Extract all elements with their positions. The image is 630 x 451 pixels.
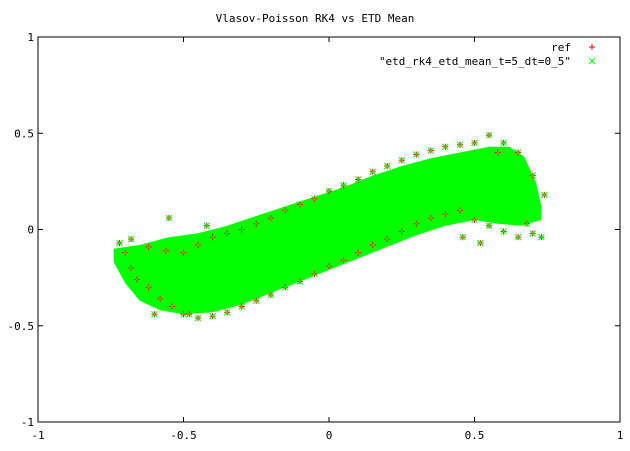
etd-point [427, 147, 435, 154]
etd-point [156, 295, 164, 303]
etd-point [194, 314, 202, 322]
etd-point [238, 226, 246, 233]
etd-point [529, 172, 537, 179]
x-tick-label: 1 [617, 429, 624, 442]
etd-point [471, 216, 478, 224]
x-tick-label: 0.5 [465, 429, 485, 442]
y-tick-label: -0.5 [8, 320, 35, 333]
etd-point [311, 270, 318, 278]
legend-marker-ref [589, 44, 595, 50]
etd-point [252, 297, 260, 305]
dense-data-band [113, 146, 542, 315]
etd-point [427, 214, 435, 222]
etd-point [398, 228, 406, 235]
etd-point [223, 308, 231, 316]
etd-point [523, 220, 531, 228]
data-points [116, 131, 548, 322]
etd-point [127, 235, 135, 243]
etd-point [471, 139, 478, 147]
etd-point [162, 247, 170, 255]
etd-point [116, 239, 123, 247]
etd-point [325, 262, 333, 270]
etd-point [281, 283, 289, 291]
etd-point [538, 233, 545, 241]
etd-point [459, 233, 467, 241]
etd-point [281, 206, 289, 214]
etd-point [223, 229, 231, 237]
y-tick-label: 0.5 [14, 127, 34, 140]
legend-label-etd: "etd_rk4_etd_mean_t=5_dt=0_5" [379, 55, 571, 68]
etd-point [168, 303, 176, 310]
etd-point [500, 139, 507, 147]
legend: ref "etd_rk4_etd_mean_t=5_dt=0_5" [379, 41, 596, 68]
etd-point [252, 220, 260, 228]
etd-point [133, 276, 141, 283]
x-tick-label: -1 [31, 429, 44, 442]
etd-point [485, 131, 493, 139]
etd-point [165, 214, 173, 222]
etd-point [180, 310, 187, 318]
etd-point [203, 222, 211, 230]
etd-point [145, 283, 152, 291]
etd-point [500, 228, 507, 235]
etd-point [296, 278, 304, 285]
etd-point [383, 162, 391, 170]
legend-marker-etd-glyph [588, 57, 596, 65]
etd-point [311, 195, 318, 203]
etd-point [180, 249, 187, 256]
etd-point [267, 214, 275, 222]
etd-point [209, 233, 216, 241]
etd-point [296, 201, 304, 208]
y-tick-label: -1 [21, 416, 34, 429]
etd-point [494, 149, 502, 156]
dense-band-area [113, 146, 542, 315]
etd-point [340, 181, 347, 189]
etd-point [354, 176, 362, 183]
etd-point [398, 156, 406, 164]
etd-point [209, 312, 216, 320]
etd-point [442, 143, 449, 151]
etd-point [121, 249, 129, 256]
etd-point [514, 233, 522, 241]
etd-point [529, 229, 537, 237]
etd-point [485, 222, 493, 230]
etd-point [325, 187, 333, 195]
y-tick-label: 1 [27, 31, 34, 44]
etd-point [412, 151, 420, 158]
etd-point [267, 291, 275, 299]
etd-point [151, 310, 158, 318]
x-tick-label: 0 [326, 429, 333, 442]
etd-point [238, 303, 246, 310]
etd-point [127, 264, 135, 272]
y-tick-label: 0 [27, 224, 34, 237]
etd-point [194, 241, 202, 249]
etd-point [514, 149, 522, 156]
chart-title: Vlasov-Poisson RK4 vs ETD Mean [216, 12, 415, 25]
etd-point [185, 310, 193, 318]
etd-point [412, 220, 420, 228]
etd-point [383, 235, 391, 243]
etd-point [369, 241, 377, 249]
etd-point [476, 239, 484, 247]
etd-point [145, 243, 152, 251]
etd-point [369, 168, 377, 176]
etd-point [340, 256, 347, 264]
etd-point [540, 191, 548, 199]
etd-point [442, 210, 449, 218]
legend-marker-etd [588, 57, 596, 65]
legend-label-ref: ref [551, 41, 571, 54]
axis-ticks: -1 -0.5 0 0.5 1 -1 -0.5 0 0.5 1 [8, 31, 624, 442]
legend-marker-ref-glyph [589, 44, 595, 50]
x-tick-label: -0.5 [170, 429, 197, 442]
etd-point [456, 141, 464, 149]
etd-point [354, 249, 362, 256]
etd-point [456, 206, 464, 214]
